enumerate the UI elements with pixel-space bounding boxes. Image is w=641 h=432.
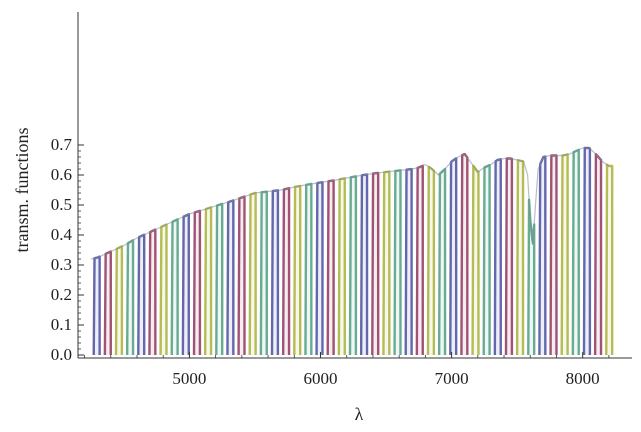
y-tick-label: 0.7 — [51, 135, 73, 154]
x-tick-label: 7000 — [435, 369, 469, 388]
y-tick-label: 0.3 — [51, 255, 72, 274]
x-axis-label: λ — [355, 404, 364, 424]
y-tick-label: 0.0 — [51, 345, 72, 364]
y-tick-label: 0.5 — [51, 195, 72, 214]
transmission-envelope — [90, 147, 610, 260]
y-tick-label: 0.4 — [51, 225, 73, 244]
x-tick-label: 8000 — [566, 369, 600, 388]
y-tick-label: 0.2 — [51, 285, 72, 304]
filter-curves-layer — [90, 146, 614, 356]
y-tick-label: 0.1 — [51, 315, 72, 334]
x-tick-label: 5000 — [172, 369, 206, 388]
y-tick-label: 0.6 — [51, 165, 72, 184]
axes-layer: 0.0 0.1 0.2 0.3 0.4 0.5 0.6 0.7 5000 6000 7000 8000 — [51, 12, 632, 388]
y-axis-label: transm. functions — [12, 128, 32, 253]
x-tick-label: 6000 — [304, 369, 338, 388]
